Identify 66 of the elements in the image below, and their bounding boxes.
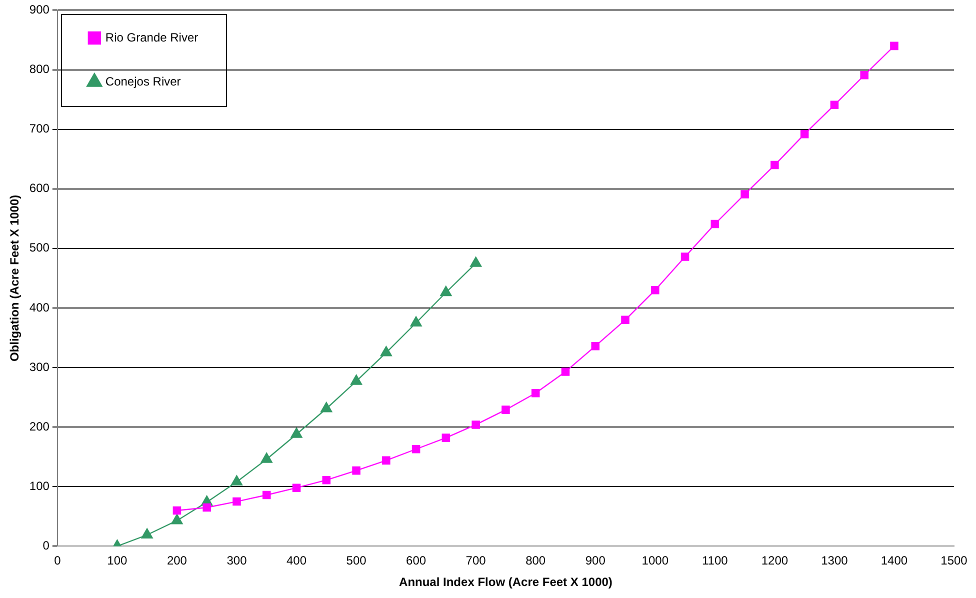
x-tick-label: 100 [107,554,128,568]
point [470,256,482,267]
y-tick-label: 900 [29,2,50,17]
x-tick-label: 700 [466,554,486,568]
point [382,456,390,465]
y-tick-label: 600 [29,181,50,196]
x-tick-label: 900 [585,554,606,568]
point [770,160,779,170]
y-tick-label: 200 [29,419,50,434]
legend-label: Rio Grande River [105,30,198,44]
point [290,428,302,438]
point [230,475,243,486]
point [352,466,360,475]
point [412,444,420,454]
point [262,490,271,500]
point [232,497,241,506]
point [710,220,720,228]
point [322,476,331,484]
point [561,368,570,376]
point [380,346,392,356]
y-axis-title: Obligation (Acre Feet X 1000) [8,194,22,362]
x-tick-label: 1300 [821,554,848,568]
point [651,286,660,294]
y-tick-label: 800 [29,62,50,76]
x-tick-label: 400 [286,554,307,568]
y-tick-label: 0 [42,538,50,553]
point [440,286,452,296]
point [502,406,510,414]
x-tick-label: 1000 [642,554,669,568]
point [292,484,301,492]
point [621,316,630,324]
point [141,528,153,538]
y-tick-label: 400 [29,300,50,314]
point [830,100,839,110]
x-tick-label: 200 [166,554,188,568]
y-tick-label: 300 [29,360,50,374]
x-tick-label: 300 [226,554,248,568]
point [320,402,332,412]
point [350,374,362,385]
y-tick-label: 500 [29,240,50,255]
x-tick-label: 1100 [702,554,728,568]
point [172,506,182,515]
x-tick-label: 1500 [940,554,968,568]
x-tick-label: 1400 [880,554,908,568]
x-tick-label: 500 [346,554,367,568]
point [442,434,450,442]
x-tick-label: 0 [54,554,62,568]
x-tick-label: 1200 [761,554,788,568]
point [860,70,868,80]
x-tick-label: 600 [406,554,426,568]
y-tick-label: 700 [29,122,50,136]
point [472,420,480,429]
point [740,190,749,198]
x-tick-label: 800 [526,554,546,568]
point [531,389,540,398]
x-axis-title: Annual Index Flow (Acre Feet X 1000) [399,575,612,590]
point [260,452,272,463]
point [890,42,898,50]
point [591,342,600,350]
point [171,514,183,524]
point [680,252,690,261]
y-tick-label: 100 [29,478,50,493]
point [410,316,422,326]
legend-label: Conejos River [105,74,181,88]
point [202,503,211,512]
point [800,130,809,138]
